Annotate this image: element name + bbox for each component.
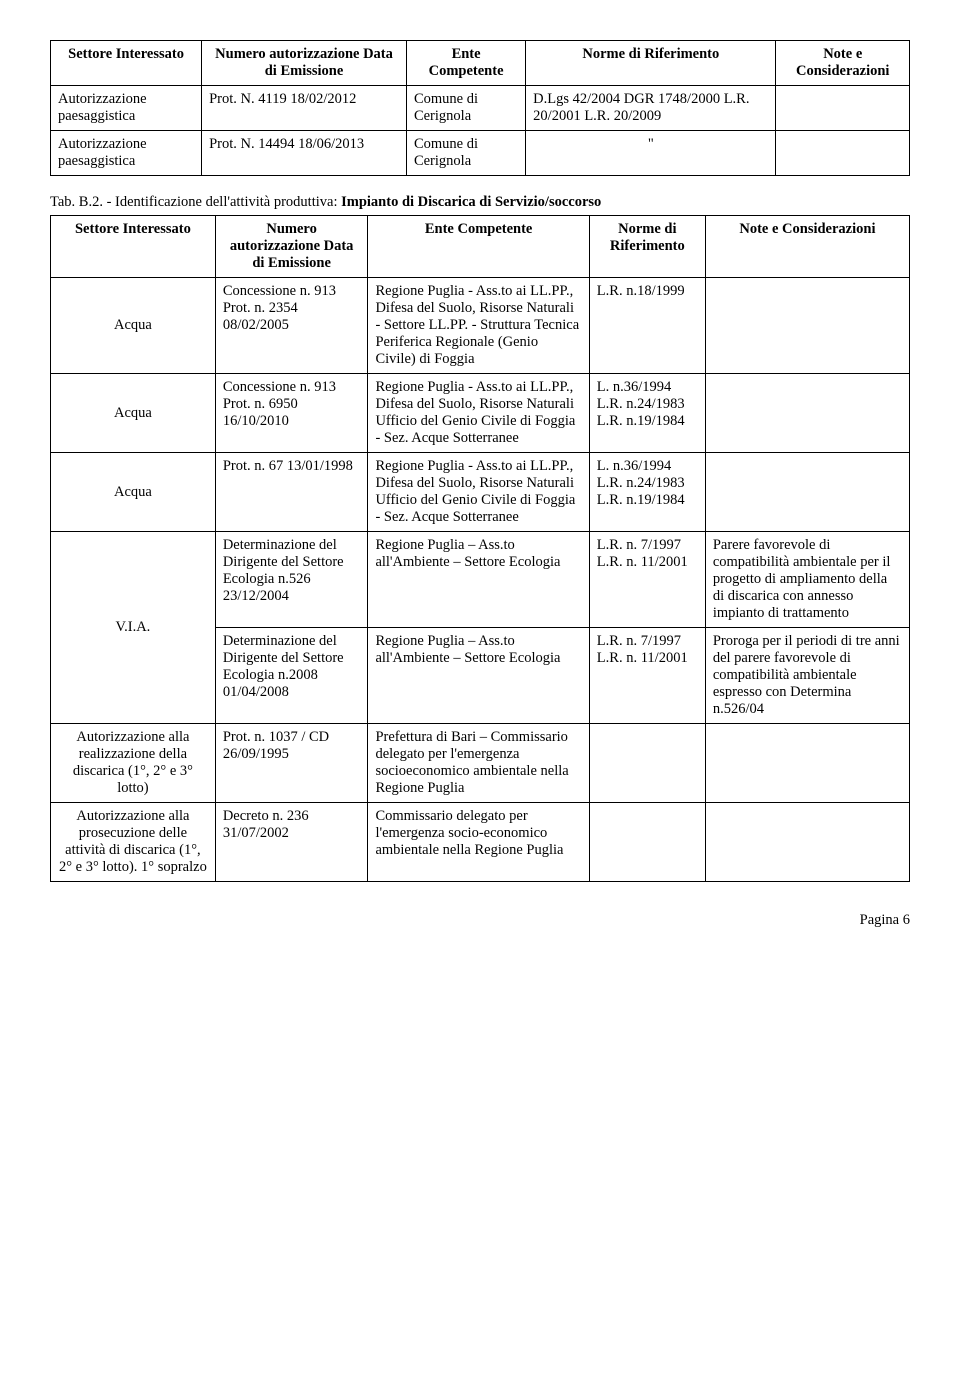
cell (776, 131, 910, 176)
cell: Autorizzazione alla prosecuzione delle a… (51, 803, 216, 882)
cell (705, 803, 909, 882)
cell: D.Lgs 42/2004 DGR 1748/2000 L.R. 20/2001… (526, 86, 776, 131)
table-row: V.I.A.Determinazione del Dirigente del S… (51, 532, 910, 628)
cell: Regione Puglia - Ass.to ai LL.PP., Difes… (368, 278, 589, 374)
cell (705, 453, 909, 532)
table-row: Autorizzazione alla realizzazione della … (51, 724, 910, 803)
cell: Determinazione del Dirigente del Settore… (215, 532, 368, 628)
cell (705, 374, 909, 453)
t2-h3: Norme di Riferimento (589, 216, 705, 278)
cell: Comune di Cerignola (406, 86, 525, 131)
cell: L.R. n. 7/1997 L.R. n. 11/2001 (589, 532, 705, 628)
cell: Parere favorevole di compatibilità ambie… (705, 532, 909, 628)
caption-prefix: Tab. B.2. - (50, 194, 115, 210)
cell: Regione Puglia - Ass.to ai LL.PP., Difes… (368, 453, 589, 532)
t1-h1: Numero autorizzazione Data di Emissione (202, 41, 407, 86)
cell (589, 724, 705, 803)
cell: " (526, 131, 776, 176)
cell: Autorizzazione paesaggistica (51, 86, 202, 131)
table-2: Settore Interessato Numero autorizzazion… (50, 215, 910, 882)
t2-h2: Ente Competente (368, 216, 589, 278)
cell: Regione Puglia – Ass.to all'Ambiente – S… (368, 628, 589, 724)
table-1: Settore Interessato Numero autorizzazion… (50, 40, 910, 176)
cell: Autorizzazione paesaggistica (51, 131, 202, 176)
table2-caption: Tab. B.2. - Identificazione dell'attivit… (50, 194, 910, 211)
cell: Prot. n. 1037 / CD 26/09/1995 (215, 724, 368, 803)
t2-h0: Settore Interessato (51, 216, 216, 278)
cell: Determinazione del Dirigente del Settore… (215, 628, 368, 724)
cell (705, 724, 909, 803)
cell: Concessione n. 913 Prot. n. 2354 08/02/2… (215, 278, 368, 374)
cell: Acqua (51, 453, 216, 532)
table-row: AcquaProt. n. 67 13/01/1998Regione Pugli… (51, 453, 910, 532)
cell (589, 803, 705, 882)
cell: Acqua (51, 278, 216, 374)
table-row: Autorizzazione alla prosecuzione delle a… (51, 803, 910, 882)
cell: L. n.36/1994 L.R. n.24/1983 L.R. n.19/19… (589, 453, 705, 532)
cell: Decreto n. 236 31/07/2002 (215, 803, 368, 882)
t1-h3: Norme di Riferimento (526, 41, 776, 86)
cell: Proroga per il periodi di tre anni del p… (705, 628, 909, 724)
cell: V.I.A. (51, 532, 216, 724)
cell: Regione Puglia – Ass.to all'Ambiente – S… (368, 532, 589, 628)
cell: Prot. N. 4119 18/02/2012 (202, 86, 407, 131)
t1-h2: Ente Competente (406, 41, 525, 86)
cell: Comune di Cerignola (406, 131, 525, 176)
cell: Commissario delegato per l'emergenza soc… (368, 803, 589, 882)
t2-h1: Numero autorizzazione Data di Emissione (215, 216, 368, 278)
cell: Prefettura di Bari – Commissario delegat… (368, 724, 589, 803)
table-row: Autorizzazione paesaggisticaProt. N. 411… (51, 86, 910, 131)
cell: Prot. N. 14494 18/06/2013 (202, 131, 407, 176)
caption-text: Identificazione dell'attività produttiva… (115, 194, 341, 210)
t1-h4: Note e Considerazioni (776, 41, 910, 86)
t1-h0: Settore Interessato (51, 41, 202, 86)
cell: Concessione n. 913 Prot. n. 6950 16/10/2… (215, 374, 368, 453)
cell: Acqua (51, 374, 216, 453)
cell: L. n.36/1994 L.R. n.24/1983 L.R. n.19/19… (589, 374, 705, 453)
table-row: AcquaConcessione n. 913 Prot. n. 2354 08… (51, 278, 910, 374)
page-footer: Pagina 6 (50, 912, 910, 929)
caption-bold: Impianto di Discarica di Servizio/soccor… (341, 194, 601, 210)
table-row: AcquaConcessione n. 913 Prot. n. 6950 16… (51, 374, 910, 453)
cell: Prot. n. 67 13/01/1998 (215, 453, 368, 532)
cell: L.R. n.18/1999 (589, 278, 705, 374)
t2-h4: Note e Considerazioni (705, 216, 909, 278)
cell: L.R. n. 7/1997 L.R. n. 11/2001 (589, 628, 705, 724)
cell: Autorizzazione alla realizzazione della … (51, 724, 216, 803)
table-row: Autorizzazione paesaggisticaProt. N. 144… (51, 131, 910, 176)
cell (776, 86, 910, 131)
cell (705, 278, 909, 374)
cell: Regione Puglia - Ass.to ai LL.PP., Difes… (368, 374, 589, 453)
